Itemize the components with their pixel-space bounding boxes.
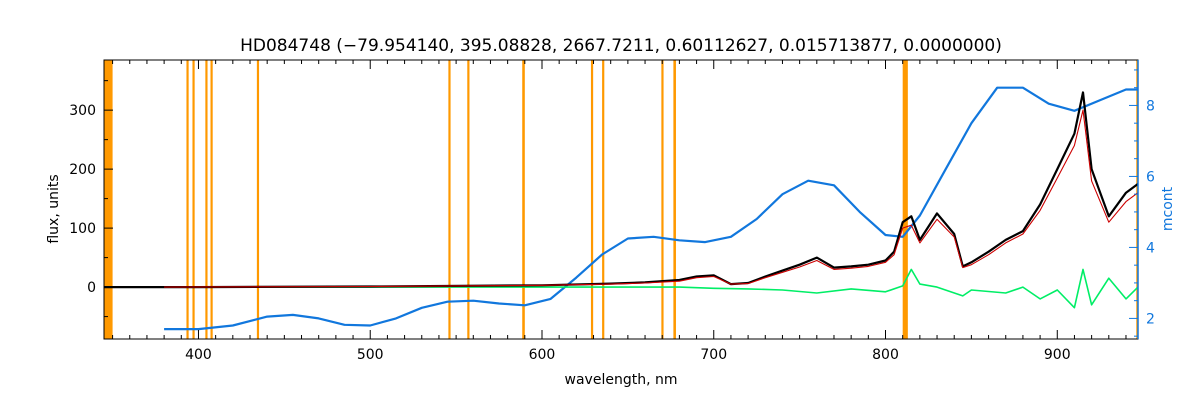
masked-region xyxy=(210,60,213,339)
y2-tick-label: 2 xyxy=(1146,311,1155,327)
x-tick-label: 900 xyxy=(1044,347,1071,363)
masked-region xyxy=(186,60,189,339)
masked-region xyxy=(902,60,908,339)
series-line-model xyxy=(164,109,1139,288)
x-tick-label: 800 xyxy=(872,347,899,363)
masked-region xyxy=(104,60,113,339)
series-line-residual xyxy=(164,268,1139,309)
series-line-mcont xyxy=(164,86,1138,331)
plot-frame xyxy=(103,59,1139,340)
y2-tick-label: 8 xyxy=(1146,98,1155,114)
masked-region xyxy=(448,60,451,339)
y-tick-label: 0 xyxy=(87,280,96,296)
masked-region xyxy=(467,60,470,339)
masked-region xyxy=(205,60,208,339)
x-axis-label: wavelength, nm xyxy=(565,372,678,388)
masked-region xyxy=(673,60,676,339)
series-line-observed xyxy=(104,91,1139,289)
y-axis-label: flux, units xyxy=(46,174,62,243)
masked-regions xyxy=(104,60,1139,339)
x-tick-label: 500 xyxy=(357,347,384,363)
masked-region xyxy=(590,60,594,339)
y2-tick-label: 6 xyxy=(1146,169,1155,185)
series-layer xyxy=(104,86,1139,331)
y2-axis-label: mcont xyxy=(1160,186,1176,231)
y-tick-label: 100 xyxy=(69,221,96,237)
axis-ticks: 400 500 600 700 800 900 0 100 200 300 2 4 6 8 xyxy=(69,60,1155,363)
y2-tick-label: 4 xyxy=(1146,240,1155,256)
x-tick-label: 400 xyxy=(185,347,212,363)
masked-region xyxy=(256,60,260,339)
x-tick-label: 600 xyxy=(529,347,556,363)
masked-region xyxy=(192,60,195,339)
y-tick-label: 300 xyxy=(69,103,96,119)
x-tick-label: 700 xyxy=(700,347,727,363)
y-tick-label: 200 xyxy=(69,162,96,178)
chart-title: HD084748 (−79.954140, 395.08828, 2667.72… xyxy=(240,36,1002,56)
masked-region xyxy=(602,60,605,339)
masked-region xyxy=(522,60,525,339)
masked-region xyxy=(661,60,664,339)
